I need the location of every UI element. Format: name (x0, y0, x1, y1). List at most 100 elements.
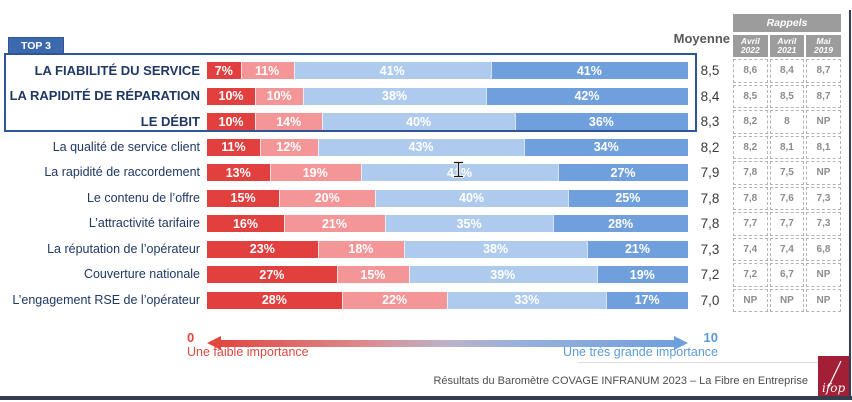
footer-divider (578, 362, 849, 363)
rappels-cell: 7,7 (733, 212, 768, 236)
category-label: LA RAPIDITÉ DE RÉPARATION (9, 88, 200, 104)
stacked-bar: 11% 12% 43% 34% (207, 138, 688, 156)
chart-row: La rapidité de raccordement 13% 19% 41% 27% 7… (0, 160, 732, 186)
category-label: Couverture nationale (83, 267, 200, 282)
moyenne-value: 8,4 (700, 88, 720, 104)
category-label: La qualité de service client (52, 139, 200, 154)
stacked-bar: 10% 14% 40% 36% (207, 113, 688, 131)
moyenne-value: 8,2 (700, 139, 720, 155)
bar-segment-importance-faible: 19% (269, 164, 361, 182)
stacked-bar: 23% 18% 38% 21% (207, 240, 688, 258)
text-cursor-icon (452, 161, 465, 178)
stacked-bar: 13% 19% 41% 27% (207, 164, 688, 182)
rappels-cell: 8,7 (806, 59, 841, 83)
top3-outline-box (4, 53, 697, 132)
bar-segment-importance-tres-grande: 25% (567, 189, 688, 207)
bar-segment-importance-tres-faible: 11% (207, 138, 260, 156)
moyenne-value: 7,3 (700, 241, 720, 257)
chart-row: Couverture nationale 27% 15% 39% 19% 7,2 (0, 262, 732, 288)
stacked-bar: 15% 20% 40% 25% (207, 189, 688, 207)
rappels-cell: 7,8 (733, 186, 768, 210)
chart-row: LA RAPIDITÉ DE RÉPARATION 10% 10% 38% 42% 8,4 (0, 84, 732, 110)
moyenne-value: 7,2 (700, 267, 720, 283)
bar-segment-importance-tres-grande: 21% (586, 240, 688, 258)
rappels-values: 8,6 8,4 8,7 8,5 8,5 8,7 8,2 8 NP 8,2 8,1 8,1 7,8 7,5 N… (733, 59, 841, 312)
chart-row: Le contenu de l’offre 15% 20% 40% 25% 7,8 (0, 186, 732, 212)
bar-segment-importance-grande: 41% (293, 62, 491, 80)
rappels-cell: 8,5 (733, 84, 768, 108)
moyenne-value: 7,0 (700, 292, 720, 308)
moyenne-value: 8,5 (700, 63, 720, 79)
ifop-logo-text: ifop (822, 381, 846, 395)
bar-segment-importance-tres-grande: 17% (606, 291, 688, 309)
chart-row: LA FIABILITÉ DU SERVICE 7% 11% 41% 41% 8,5 (0, 58, 732, 84)
rappels-cell: 8,1 (769, 135, 805, 159)
rappels-cell: 7,3 (806, 186, 841, 210)
top3-tab: TOP 3 (8, 37, 64, 54)
bar-segment-importance-tres-faible: 15% (207, 189, 280, 207)
bar-segment-importance-faible: 15% (336, 266, 409, 284)
category-label: LE DÉBIT (140, 113, 200, 129)
scale-min: 0 Une faible importance (187, 330, 309, 359)
bar-segment-importance-tres-faible: 28% (207, 291, 342, 309)
rappels-cell: 7,7 (769, 212, 805, 236)
bar-segment-importance-faible: 21% (283, 215, 385, 233)
bar-segment-importance-grande: 39% (409, 266, 597, 284)
rappels-cell: 8,5 (769, 84, 805, 108)
stacked-bar: 7% 11% 41% 41% (207, 62, 688, 80)
rappels-cell: 7,6 (769, 186, 805, 210)
bar-segment-importance-faible: 14% (255, 113, 323, 131)
bar-segment-importance-tres-faible: 10% (207, 87, 256, 105)
bar-segment-importance-tres-faible: 13% (207, 164, 270, 182)
source-text: Résultats du Baromètre COVAGE INFRANUM 2… (433, 375, 808, 387)
bar-segment-importance-tres-faible: 10% (207, 113, 256, 131)
rappels-cell: 8 (769, 110, 805, 134)
rappels-cell: 8,6 (733, 59, 768, 83)
category-label: Le contenu de l’offre (86, 190, 200, 205)
bar-segment-importance-faible: 10% (255, 87, 304, 105)
ifop-logo-art: ifop (822, 360, 846, 395)
rappels-cell: 7,4 (769, 237, 805, 261)
rappels-cell: NP (733, 288, 768, 312)
bar-segment-importance-tres-grande: 28% (553, 215, 688, 233)
bar-segment-importance-grande: 40% (375, 189, 568, 207)
slide-bottom-edge (0, 396, 852, 400)
bar-segment-importance-grande: 43% (317, 138, 525, 156)
rappels-cell: 8,2 (733, 135, 768, 159)
rappels-cell: 6,8 (806, 237, 841, 261)
bar-segment-importance-tres-grande: 27% (558, 164, 688, 182)
stacked-bar: 16% 21% 35% 28% (207, 215, 688, 233)
stacked-bar: 10% 10% 38% 42% (207, 87, 688, 105)
chart-row: La qualité de service client 11% 12% 43% 34%… (0, 135, 732, 161)
rappels-column-header: Avril 2022 (733, 35, 768, 57)
scale-max-value: 10 (703, 330, 718, 345)
importance-scale-arrow (207, 336, 688, 350)
bar-segment-importance-grande: 35% (384, 215, 554, 233)
bar-segment-importance-grande: 33% (447, 291, 607, 309)
rappels-cell: 6,7 (769, 263, 805, 287)
arrowhead-left-icon (207, 336, 221, 350)
chart-row: La réputation de l’opérateur 23% 18% 38% 21%… (0, 237, 732, 263)
chart-row: LE DÉBIT 10% 14% 40% 36% 8,3 (0, 109, 732, 135)
chart-row: L’engagement RSE de l’opérateur 28% 22% 33%… (0, 288, 732, 314)
category-label: La réputation de l’opérateur (47, 241, 200, 256)
ifop-logo: ifop (818, 356, 851, 398)
rappels-cell: 8,1 (806, 135, 841, 159)
rappels-cell: 7,5 (769, 161, 805, 185)
rappels-cell: 8,4 (769, 59, 805, 83)
rappels-cell: 7,2 (733, 263, 768, 287)
bar-segment-importance-faible: 18% (317, 240, 405, 258)
bar-segment-importance-faible: 20% (279, 189, 376, 207)
moyenne-value: 8,3 (700, 114, 720, 130)
slide-right-edge (849, 10, 851, 399)
bar-segment-importance-tres-faible: 16% (207, 215, 284, 233)
rappels-cell: 8,7 (806, 84, 841, 108)
bar-segment-importance-tres-grande: 36% (514, 113, 688, 131)
category-label: L’engagement RSE de l’opérateur (12, 292, 200, 307)
category-label: L’attractivité tarifaire (88, 216, 200, 231)
chart-row: L’attractivité tarifaire 16% 21% 35% 28% 7,8 (0, 211, 732, 237)
scale-max-label: Une très grande importance (563, 345, 718, 359)
bar-segment-importance-tres-faible: 23% (207, 240, 318, 258)
rappels-cell: NP (806, 288, 841, 312)
